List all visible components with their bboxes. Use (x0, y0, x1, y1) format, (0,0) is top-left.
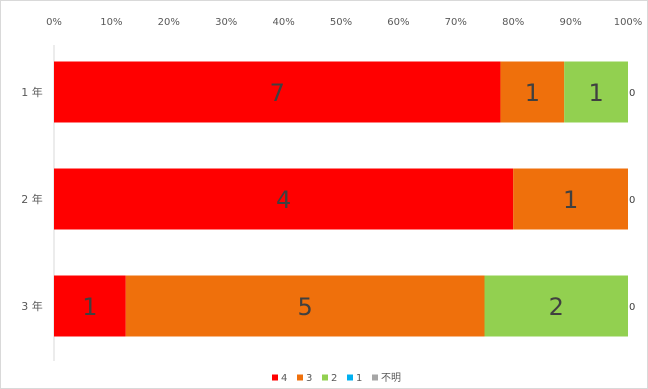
data-label: 7 (270, 79, 285, 107)
data-label: 1 (525, 79, 540, 107)
data-label: 4 (276, 186, 291, 214)
x-tick-label: 30% (215, 17, 237, 28)
bar-segment (54, 275, 126, 337)
bar-segment (54, 61, 501, 123)
x-tick-label: 60% (387, 17, 409, 28)
legend-swatch (347, 374, 353, 381)
category-labels: 1 年 2 年 3 年 (21, 85, 43, 313)
legend: 4 3 2 1 不明 (272, 372, 401, 384)
x-axis-ticks: 0% 10% 20% 30% 40% 50% 60% 70% 80% 90% 100% (46, 17, 642, 28)
data-label: 1 (82, 293, 97, 321)
legend-label: 不明 (381, 372, 401, 384)
category-label: 2 年 (21, 192, 43, 206)
data-label: 1 (563, 186, 578, 214)
legend-label: 1 (356, 373, 362, 384)
zero-label: 0 (629, 195, 635, 206)
legend-label: 4 (281, 373, 287, 384)
x-tick-label: 40% (272, 17, 294, 28)
x-tick-label: 70% (445, 17, 467, 28)
bar-segment (125, 275, 485, 337)
legend-label: 3 (306, 373, 312, 384)
x-tick-label: 50% (330, 17, 352, 28)
data-label: 2 (549, 293, 564, 321)
x-tick-label: 80% (502, 17, 524, 28)
data-label: 5 (297, 293, 312, 321)
category-label: 1 年 (21, 85, 43, 99)
legend-swatch (322, 374, 328, 381)
x-tick-label: 10% (100, 17, 122, 28)
legend-swatch (372, 374, 378, 381)
x-tick-label: 20% (158, 17, 180, 28)
legend-swatch (272, 374, 278, 381)
bar-segment (484, 275, 628, 337)
bar-segment (513, 168, 628, 230)
bar-segment (500, 61, 565, 123)
bar-segment (54, 168, 514, 230)
legend-label: 2 (331, 373, 337, 384)
bar-segment (564, 61, 628, 123)
x-tick-label: 100% (614, 17, 643, 28)
legend-swatch (297, 374, 303, 381)
x-tick-label: 0% (46, 17, 62, 28)
bars: 7 1 1 0 4 1 0 1 5 2 0 (54, 61, 635, 337)
x-tick-label: 90% (559, 17, 581, 28)
zero-label: 0 (629, 302, 635, 313)
data-label: 1 (588, 79, 603, 107)
category-label: 3 年 (21, 299, 43, 313)
zero-label: 0 (629, 88, 635, 99)
